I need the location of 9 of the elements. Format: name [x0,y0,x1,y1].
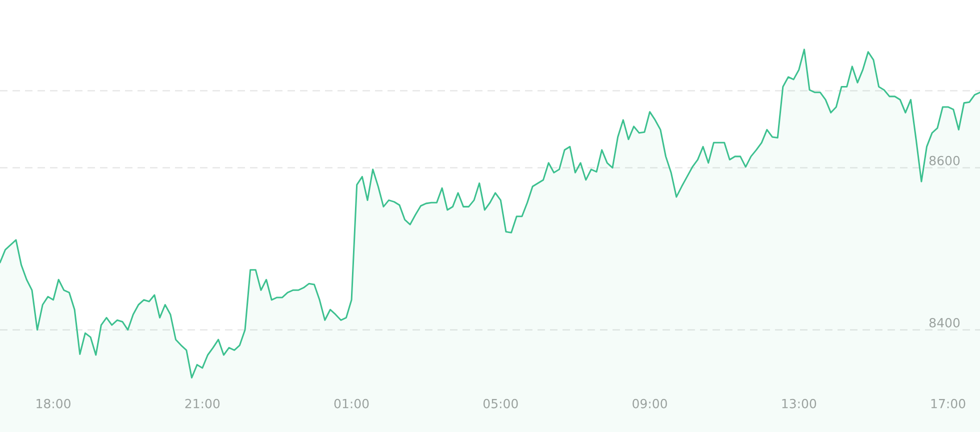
x-tick-label: 01:00 [334,398,369,408]
x-tick-label: 18:00 [36,398,70,408]
x-tick-label: 13:00 [782,398,816,408]
y-tick-label: 8400 [929,318,960,328]
x-tick-label: 05:00 [483,398,518,408]
x-tick-label: 09:00 [632,398,667,408]
x-tick-label: 21:00 [185,398,220,408]
y-tick-label: 8600 [929,156,960,166]
x-tick-label: 17:00 [931,398,966,408]
